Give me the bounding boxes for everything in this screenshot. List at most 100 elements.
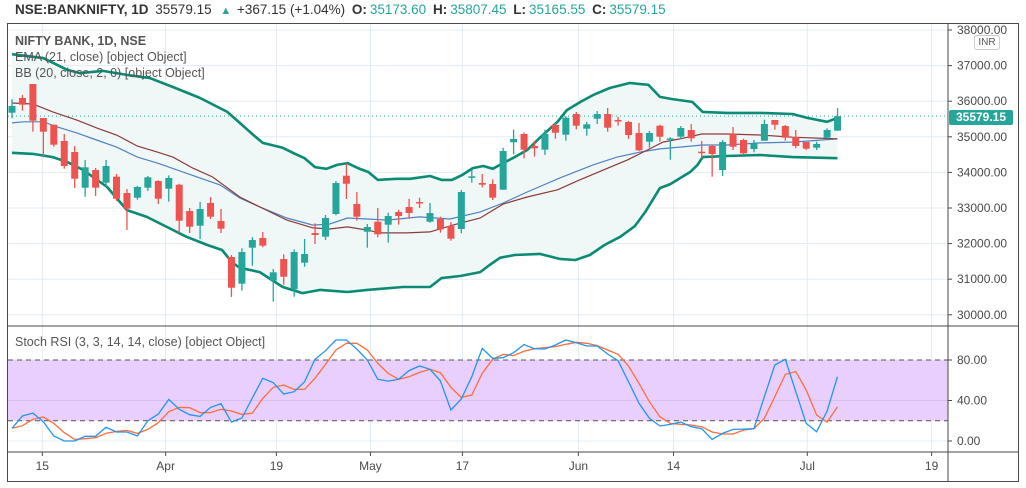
candle-body [217,220,225,229]
time-tick-label: 19 [925,459,939,473]
candle [395,209,403,225]
frame-border [7,23,1019,482]
candle [677,126,685,140]
candle-body [123,193,131,209]
candle [656,124,664,142]
candle [227,254,235,297]
candle-body [666,138,674,140]
open-value: 35173.60 [369,2,427,17]
candle [290,249,298,297]
candle-body [645,132,653,142]
last-price-label: 35579.15 [949,110,1013,125]
candle-body [144,177,152,188]
candle-body [92,170,100,188]
candle [604,107,612,132]
time-tick-label: Jul [800,459,815,473]
candle [719,140,727,176]
candle-body [740,140,747,154]
candle [708,144,716,177]
candle-body [457,192,465,230]
price-tick-label[interactable]: 32000.00 [957,237,1007,251]
candle [750,140,758,153]
candle [740,138,747,155]
bb-legend[interactable]: BB (20, close, 2, 0) [object Object] [15,66,205,80]
candle [207,196,215,220]
candle-body [531,145,538,149]
stoch-tick-label: 80.00 [957,353,987,367]
candle-body [834,116,842,131]
candle-body [760,124,768,141]
candle-body [227,256,235,288]
candle-body [687,130,695,139]
candle [50,124,58,147]
candle-body [259,238,267,246]
candle-body [311,232,319,235]
candle-body [708,145,716,154]
price-tick-label[interactable]: 36000.00 [957,94,1007,108]
candle [144,175,152,191]
candle [551,122,559,139]
currency-badge[interactable]: INR [974,35,1000,50]
time-tick-label: Jun [569,459,588,473]
bb-upper-line [11,52,838,182]
candle [113,174,120,201]
candle-body [154,181,162,199]
candle-body [604,114,612,128]
candle-body [426,213,434,222]
low-value: 35165.55 [529,2,586,17]
candle-body [207,203,215,217]
triangle-up-icon: ▲ [220,5,232,17]
candle [457,189,465,234]
stoch-rsi-legend[interactable]: Stoch RSI (3, 3, 14, 14, close) [object … [15,335,266,349]
stoch-tick-label: 40.00 [957,394,987,408]
price-pane [8,52,948,302]
candle [81,160,89,197]
candle-body [468,176,476,178]
ema-legend[interactable]: EMA (21, close) [object Object] [15,50,187,64]
candle [813,141,821,151]
candle-body [436,219,444,230]
candle-body [322,218,329,237]
price-tick-label[interactable]: 37000.00 [957,59,1007,73]
candle-body [583,124,591,129]
candle-body [719,141,727,171]
candle-body [551,125,559,133]
candle-body [113,176,120,199]
candle [301,239,309,267]
candle-body [353,204,361,217]
candle [405,198,413,219]
price-tick-label[interactable]: 33000.00 [957,201,1007,215]
candle-body [698,151,706,154]
price-tick-label[interactable]: 34000.00 [957,165,1007,179]
candle-body [60,141,68,166]
low-label: L: [513,2,527,17]
price-tick-label[interactable]: 38000.00 [957,23,1007,37]
candle-body [175,184,183,221]
candle [489,179,497,201]
candle-body [823,130,831,138]
candle [71,145,79,188]
candle-body [541,133,549,150]
price-tick-label[interactable]: 35000.00 [957,130,1007,144]
stoch-d-line [11,341,839,441]
open-label: O: [351,2,367,17]
candle [165,175,173,202]
price-tick-label[interactable]: 31000.00 [957,272,1007,286]
candle [666,137,674,160]
candle [687,124,695,142]
candle [8,99,16,119]
candle [123,188,131,231]
candle-body [18,97,26,105]
candle [572,111,580,130]
price-tick-label[interactable]: 30000.00 [957,308,1007,322]
candle [259,231,267,248]
bollinger-band-fill [12,54,838,294]
price-change: +367.15 (+1.04%) [237,2,346,17]
candle [18,95,26,111]
candle-body [133,186,141,198]
candle-body [572,114,580,126]
candle-body [499,151,507,190]
candle [416,197,424,208]
candle-body [238,252,246,284]
